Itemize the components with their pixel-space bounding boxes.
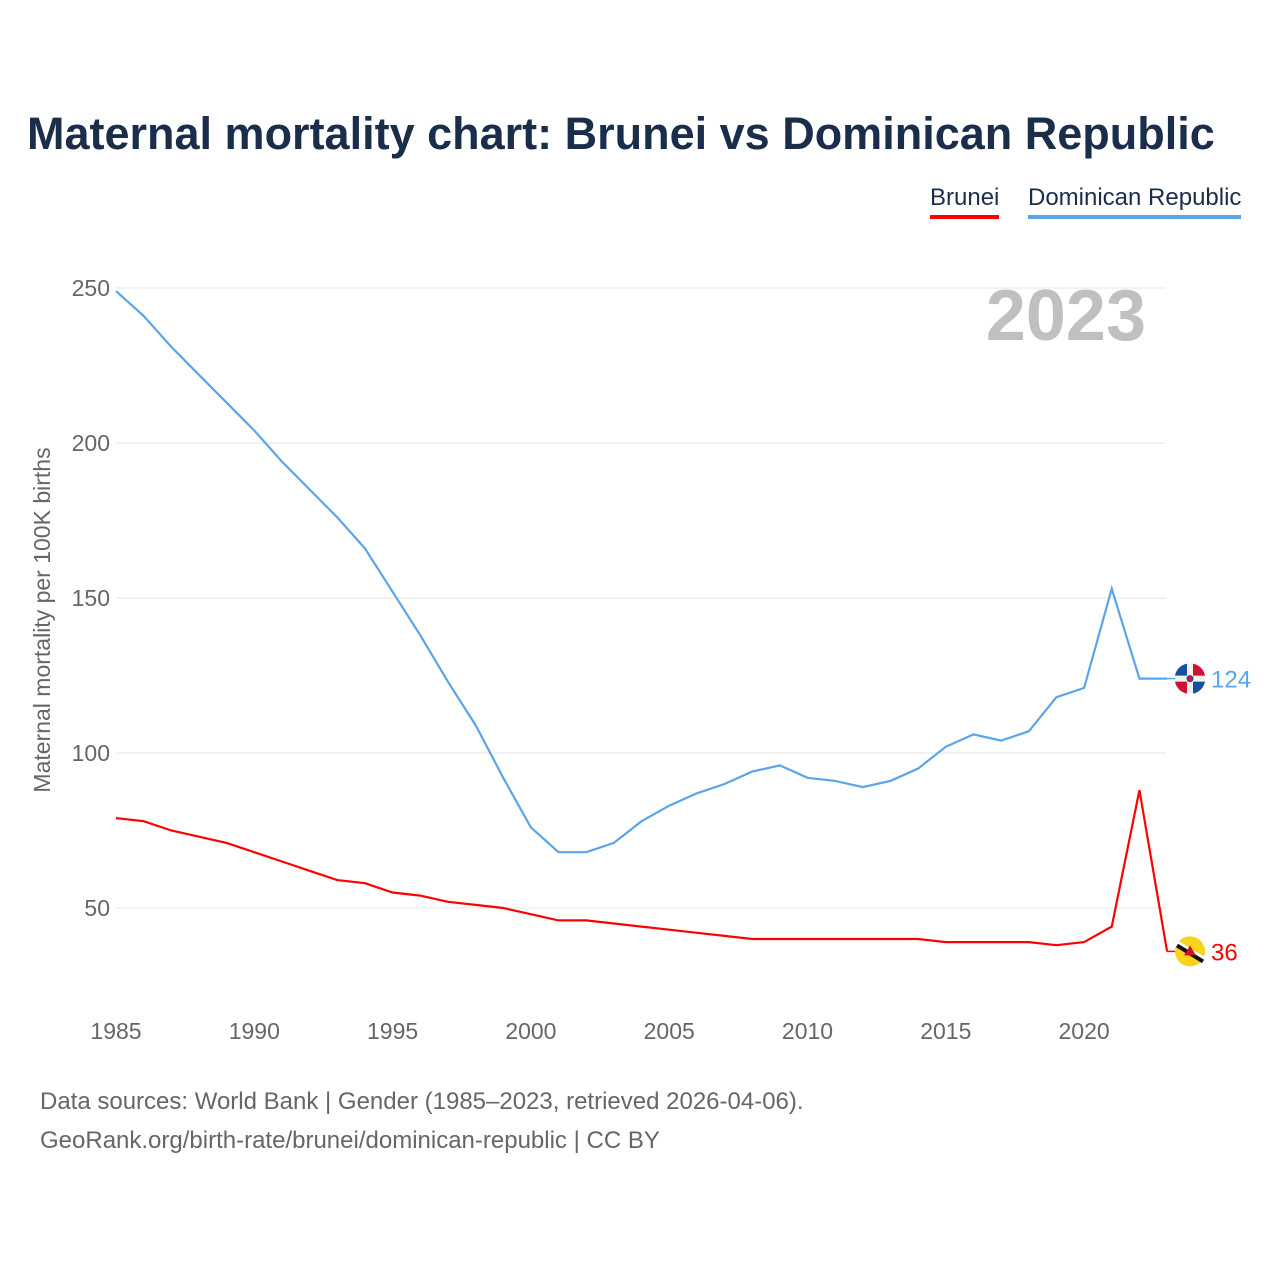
chart-title: Maternal mortality chart: Brunei vs Domi… [27, 108, 1215, 159]
series-line-dominican-republic [115, 290, 1168, 854]
x-tick-label: 2000 [505, 1018, 556, 1044]
flag-part [1175, 681, 1187, 694]
flag-part [1186, 675, 1194, 683]
legend-dominican-republic[interactable]: Dominican Republic [1028, 184, 1242, 219]
y-tick-label: 150 [72, 585, 110, 611]
x-tick-label: 1990 [229, 1018, 280, 1044]
x-tick-label: 2005 [644, 1018, 695, 1044]
x-tick-label: 2015 [920, 1018, 971, 1044]
legend-brunei[interactable]: Brunei [930, 184, 1000, 219]
end-value-label: 124 [1211, 667, 1251, 694]
year-watermark: 2023 [986, 276, 1146, 356]
flag-part [1175, 663, 1187, 676]
x-tick-label: 2020 [1059, 1018, 1110, 1044]
flag-part [1184, 945, 1196, 956]
series-line-brunei [115, 789, 1169, 952]
y-tick-label: 100 [72, 740, 110, 766]
source-link[interactable]: GeoRank.org/birth-rate/brunei/dominican-… [40, 1127, 660, 1154]
end-value-label: 36 [1211, 939, 1238, 966]
flag-part [1193, 681, 1205, 694]
y-tick-label: 200 [72, 430, 110, 456]
x-tick-label: 1985 [90, 1018, 141, 1044]
flag-part [1193, 663, 1205, 676]
y-tick-label: 250 [72, 275, 110, 301]
source-note: Data sources: World Bank | Gender (1985–… [40, 1088, 804, 1115]
y-axis-label: Maternal mortality per 100K births [29, 447, 55, 792]
y-tick-label: 50 [84, 895, 110, 921]
x-tick-label: 2010 [782, 1018, 833, 1044]
x-tick-label: 1995 [367, 1018, 418, 1044]
